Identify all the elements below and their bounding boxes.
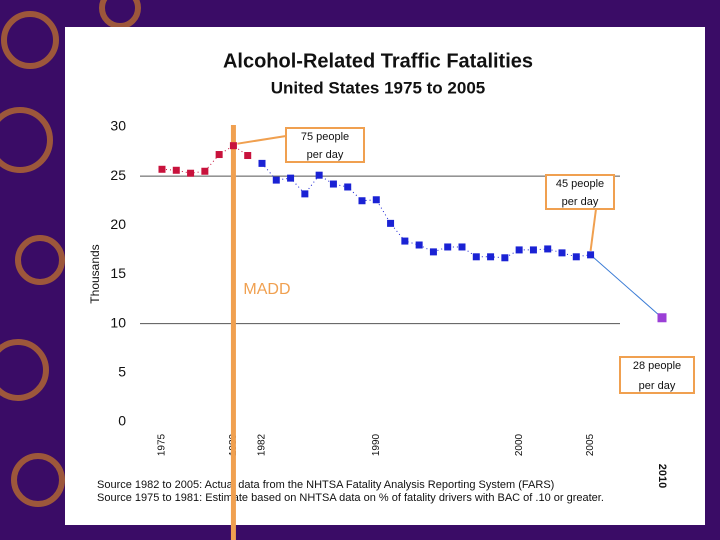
y-tick-label: 10 bbox=[110, 314, 126, 330]
data-point bbox=[415, 241, 423, 249]
data-point bbox=[172, 166, 180, 174]
x-tick-label: 1975 bbox=[157, 433, 168, 456]
x-tick-label: 1982 bbox=[257, 433, 268, 456]
data-point bbox=[558, 249, 566, 257]
source-line: Source 1975 to 1981: Estimate based on N… bbox=[97, 492, 604, 504]
data-point bbox=[544, 245, 552, 253]
callout-text: per day bbox=[639, 380, 676, 392]
x-tick-label: 2010 bbox=[656, 464, 668, 488]
data-point bbox=[458, 243, 466, 251]
callout-box bbox=[619, 356, 695, 394]
data-point bbox=[301, 190, 309, 198]
x-tick-label: 1990 bbox=[371, 433, 382, 456]
y-axis-label: Thousands bbox=[88, 244, 102, 303]
data-point bbox=[158, 165, 166, 173]
data-point bbox=[487, 253, 495, 261]
data-point bbox=[501, 254, 509, 262]
data-point bbox=[587, 251, 595, 259]
callout-text: 45 people bbox=[556, 178, 604, 190]
data-point bbox=[372, 196, 380, 204]
callout-text: per day bbox=[307, 149, 344, 161]
data-point bbox=[657, 313, 667, 323]
chart-title: Alcohol-Related Traffic Fatalities bbox=[223, 50, 533, 72]
callout-leader bbox=[589, 208, 597, 251]
data-point bbox=[572, 253, 580, 261]
data-point bbox=[315, 171, 323, 179]
data-point bbox=[201, 167, 209, 175]
data-point bbox=[401, 237, 409, 245]
data-point bbox=[187, 169, 195, 177]
data-point bbox=[387, 219, 395, 227]
y-tick-label: 25 bbox=[110, 167, 126, 183]
data-point bbox=[272, 176, 280, 184]
gear-decoration bbox=[0, 0, 141, 507]
callout-leader bbox=[237, 135, 287, 145]
data-point bbox=[244, 152, 252, 160]
data-point bbox=[444, 243, 452, 251]
projection-line bbox=[590, 254, 663, 319]
data-point bbox=[358, 197, 366, 205]
x-tick-label: 2000 bbox=[514, 433, 525, 456]
data-point bbox=[515, 246, 523, 254]
source-line: Source 1982 to 2005: Actual data from th… bbox=[97, 479, 554, 491]
callout-box bbox=[285, 127, 365, 163]
y-tick-label: 20 bbox=[110, 216, 126, 232]
y-tick-label: 15 bbox=[110, 265, 126, 281]
data-point bbox=[215, 151, 223, 159]
content-area bbox=[65, 27, 705, 525]
data-point bbox=[429, 248, 437, 256]
data-point bbox=[529, 246, 537, 254]
event-label: MADD bbox=[243, 281, 290, 298]
chart-subtitle: United States 1975 to 2005 bbox=[271, 78, 485, 97]
data-point bbox=[344, 183, 352, 191]
callout-box bbox=[545, 174, 615, 210]
data-point bbox=[329, 180, 337, 188]
data-point bbox=[472, 253, 480, 261]
callout-text: 75 people bbox=[301, 131, 349, 143]
data-point bbox=[287, 174, 295, 182]
x-tick-label: 2005 bbox=[585, 433, 596, 456]
callout-text: 28 people bbox=[633, 360, 681, 372]
y-tick-label: 30 bbox=[110, 118, 126, 134]
data-point bbox=[258, 159, 266, 167]
y-tick-label: 0 bbox=[118, 413, 126, 429]
callout-text: per day bbox=[562, 196, 599, 208]
data-point bbox=[229, 142, 237, 150]
y-tick-label: 5 bbox=[118, 364, 126, 380]
